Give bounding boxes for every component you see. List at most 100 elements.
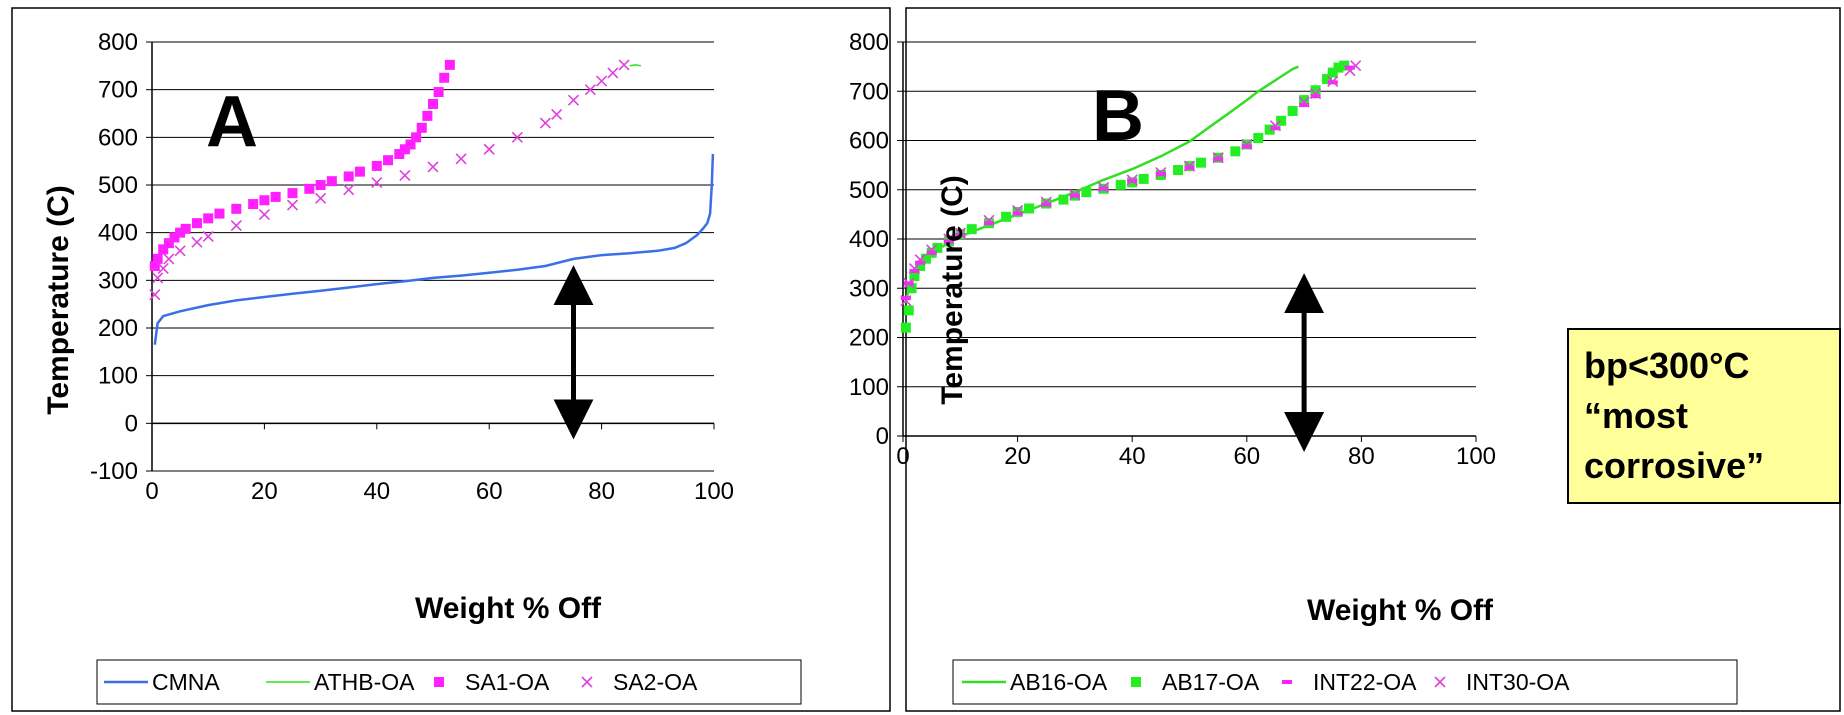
data-point-sa1-oa [214, 208, 225, 219]
panel-a-y-tick-label: 0 [125, 410, 138, 437]
data-point-sa2-oa [152, 272, 164, 284]
data-point-sa2-oa [596, 75, 608, 87]
data-point-int22-oa [1184, 165, 1195, 170]
data-point-sa1-oa [371, 160, 382, 171]
data-point-int22-oa [983, 221, 994, 226]
series-cmna [153, 153, 715, 345]
data-point-sa2-oa [315, 192, 327, 204]
data-point-sa1-oa [169, 232, 180, 243]
legend-label-int22-oa: INT22-OA [1313, 669, 1417, 695]
data-point-int30-oa [1040, 196, 1052, 208]
data-point-ab17-oa [1333, 62, 1344, 73]
panel-b-label: B [1092, 76, 1144, 156]
data-point-int22-oa [1213, 157, 1224, 162]
data-point-int30-oa [903, 277, 915, 289]
data-point-sa1-oa [259, 195, 270, 206]
panel-a-label: A [206, 82, 258, 162]
data-point-int30-oa [1012, 204, 1024, 217]
data-point-int30-oa [1327, 75, 1339, 87]
data-point-int30-oa [1350, 60, 1362, 72]
data-point-ab17-oa [1322, 73, 1333, 84]
data-point-int22-oa [909, 269, 920, 274]
legend-swatch-sa1-oa [434, 677, 444, 687]
panel-b-x-tick-label: 100 [1456, 443, 1496, 470]
panel-a-gridlines [151, 41, 714, 472]
panel-b-y-tick-label: 600 [849, 128, 889, 155]
panel-a-y-tick-label: 600 [98, 124, 138, 151]
data-point-sa2-oa [584, 84, 596, 96]
corrosive-callout: bp<300°C “most corrosive” [1567, 328, 1841, 504]
data-point-sa2-oa [567, 94, 580, 106]
panel-a-x-tick-label: 100 [694, 478, 734, 505]
series-line-cmna [153, 153, 715, 345]
panel-b-y-tick-label: 300 [849, 275, 889, 302]
data-point-ab17-oa [915, 261, 926, 272]
data-point-sa1-oa [248, 199, 259, 210]
data-point-int22-oa [1241, 144, 1252, 149]
legend-label-sa2-oa: SA2-OA [613, 669, 698, 695]
panel-b-x-tick-label: 40 [1119, 443, 1146, 470]
data-point-ab17-oa [1327, 67, 1338, 78]
data-point-int22-oa [1299, 103, 1310, 108]
data-point-int22-oa [1012, 211, 1023, 216]
data-point-ab17-oa [1230, 146, 1241, 157]
data-point-int30-oa [1212, 152, 1224, 164]
data-point-ab17-oa [920, 253, 931, 264]
panel-a-y-axis-label: Temperature (C) [42, 185, 75, 414]
data-point-sa1-oa [428, 98, 438, 109]
data-point-ab17-oa [932, 242, 943, 253]
data-point-int30-oa [1241, 138, 1253, 151]
panel-a-x-tick-label: 0 [145, 478, 158, 505]
data-point-sa2-oa [511, 131, 523, 143]
series-int30-oa [900, 60, 1362, 307]
panel-a-y-tick-label: 100 [98, 363, 138, 390]
panel-b-x-ticks: 0 20 40 60 80 100 [896, 436, 1496, 470]
data-point-int22-oa [915, 260, 926, 265]
data-point-ab17-oa [1310, 85, 1321, 96]
data-point-int22-oa [943, 239, 954, 244]
data-point-sa2-oa [149, 289, 161, 301]
data-point-int22-oa [955, 233, 966, 238]
data-point-sa2-oa [163, 253, 175, 265]
panel-a-legend: CMNA ATHB-OA SA1-OA SA2-OA [104, 669, 698, 695]
data-point-ab17-oa [1276, 115, 1287, 126]
panel-a-y-tick-label: 500 [98, 172, 138, 199]
legend-swatch-int30-oa [1434, 676, 1446, 688]
panel-b-x-axis-label: Weight % Off [1307, 594, 1494, 627]
legend-label-ab16-oa: AB16-OA [1010, 669, 1108, 695]
panel-a-x-axis-label: Weight % Off [415, 592, 602, 625]
callout-box [1567, 328, 1841, 504]
data-point-ab17-oa [1299, 95, 1310, 106]
data-point-ab17-oa [1115, 179, 1126, 190]
data-point-sa1-oa [439, 72, 450, 83]
data-point-int30-oa [1126, 174, 1138, 186]
callout-text-line: “most [1584, 395, 1688, 436]
panel-b-y-tick-label: 400 [849, 226, 889, 253]
data-point-ab17-oa [909, 270, 920, 281]
data-point-ab17-oa [1138, 173, 1149, 184]
data-point-int30-oa [1183, 160, 1196, 172]
data-point-sa1-oa [304, 183, 315, 194]
data-point-int30-oa [1069, 189, 1081, 201]
data-point-ab17-oa [966, 224, 977, 235]
data-point-int30-oa [1097, 181, 1110, 193]
panel-a-x-tick-label: 60 [476, 478, 503, 505]
panel-a-y-tick-label: 800 [98, 29, 138, 56]
data-point-int22-oa [1310, 94, 1321, 99]
data-point-sa2-oa [174, 245, 186, 257]
data-point-sa1-oa [191, 218, 202, 229]
data-point-int30-oa [900, 294, 912, 307]
data-point-sa1-oa [354, 166, 365, 177]
data-point-sa1-oa [444, 59, 455, 70]
data-point-sa2-oa [202, 230, 214, 243]
data-point-int22-oa [1098, 186, 1109, 191]
data-point-ab17-oa [1081, 187, 1092, 198]
panel-b-y-tick-label: 100 [849, 374, 889, 401]
data-point-int22-oa [1270, 126, 1281, 131]
data-point-sa2-oa [483, 143, 495, 155]
panel-b-x-tick-label: 60 [1233, 443, 1260, 470]
data-point-sa1-oa [433, 87, 444, 98]
panel-b-y-ticks: 0 100 200 300 400 500 600 700 800 [849, 29, 903, 450]
data-point-int22-oa [926, 250, 937, 255]
